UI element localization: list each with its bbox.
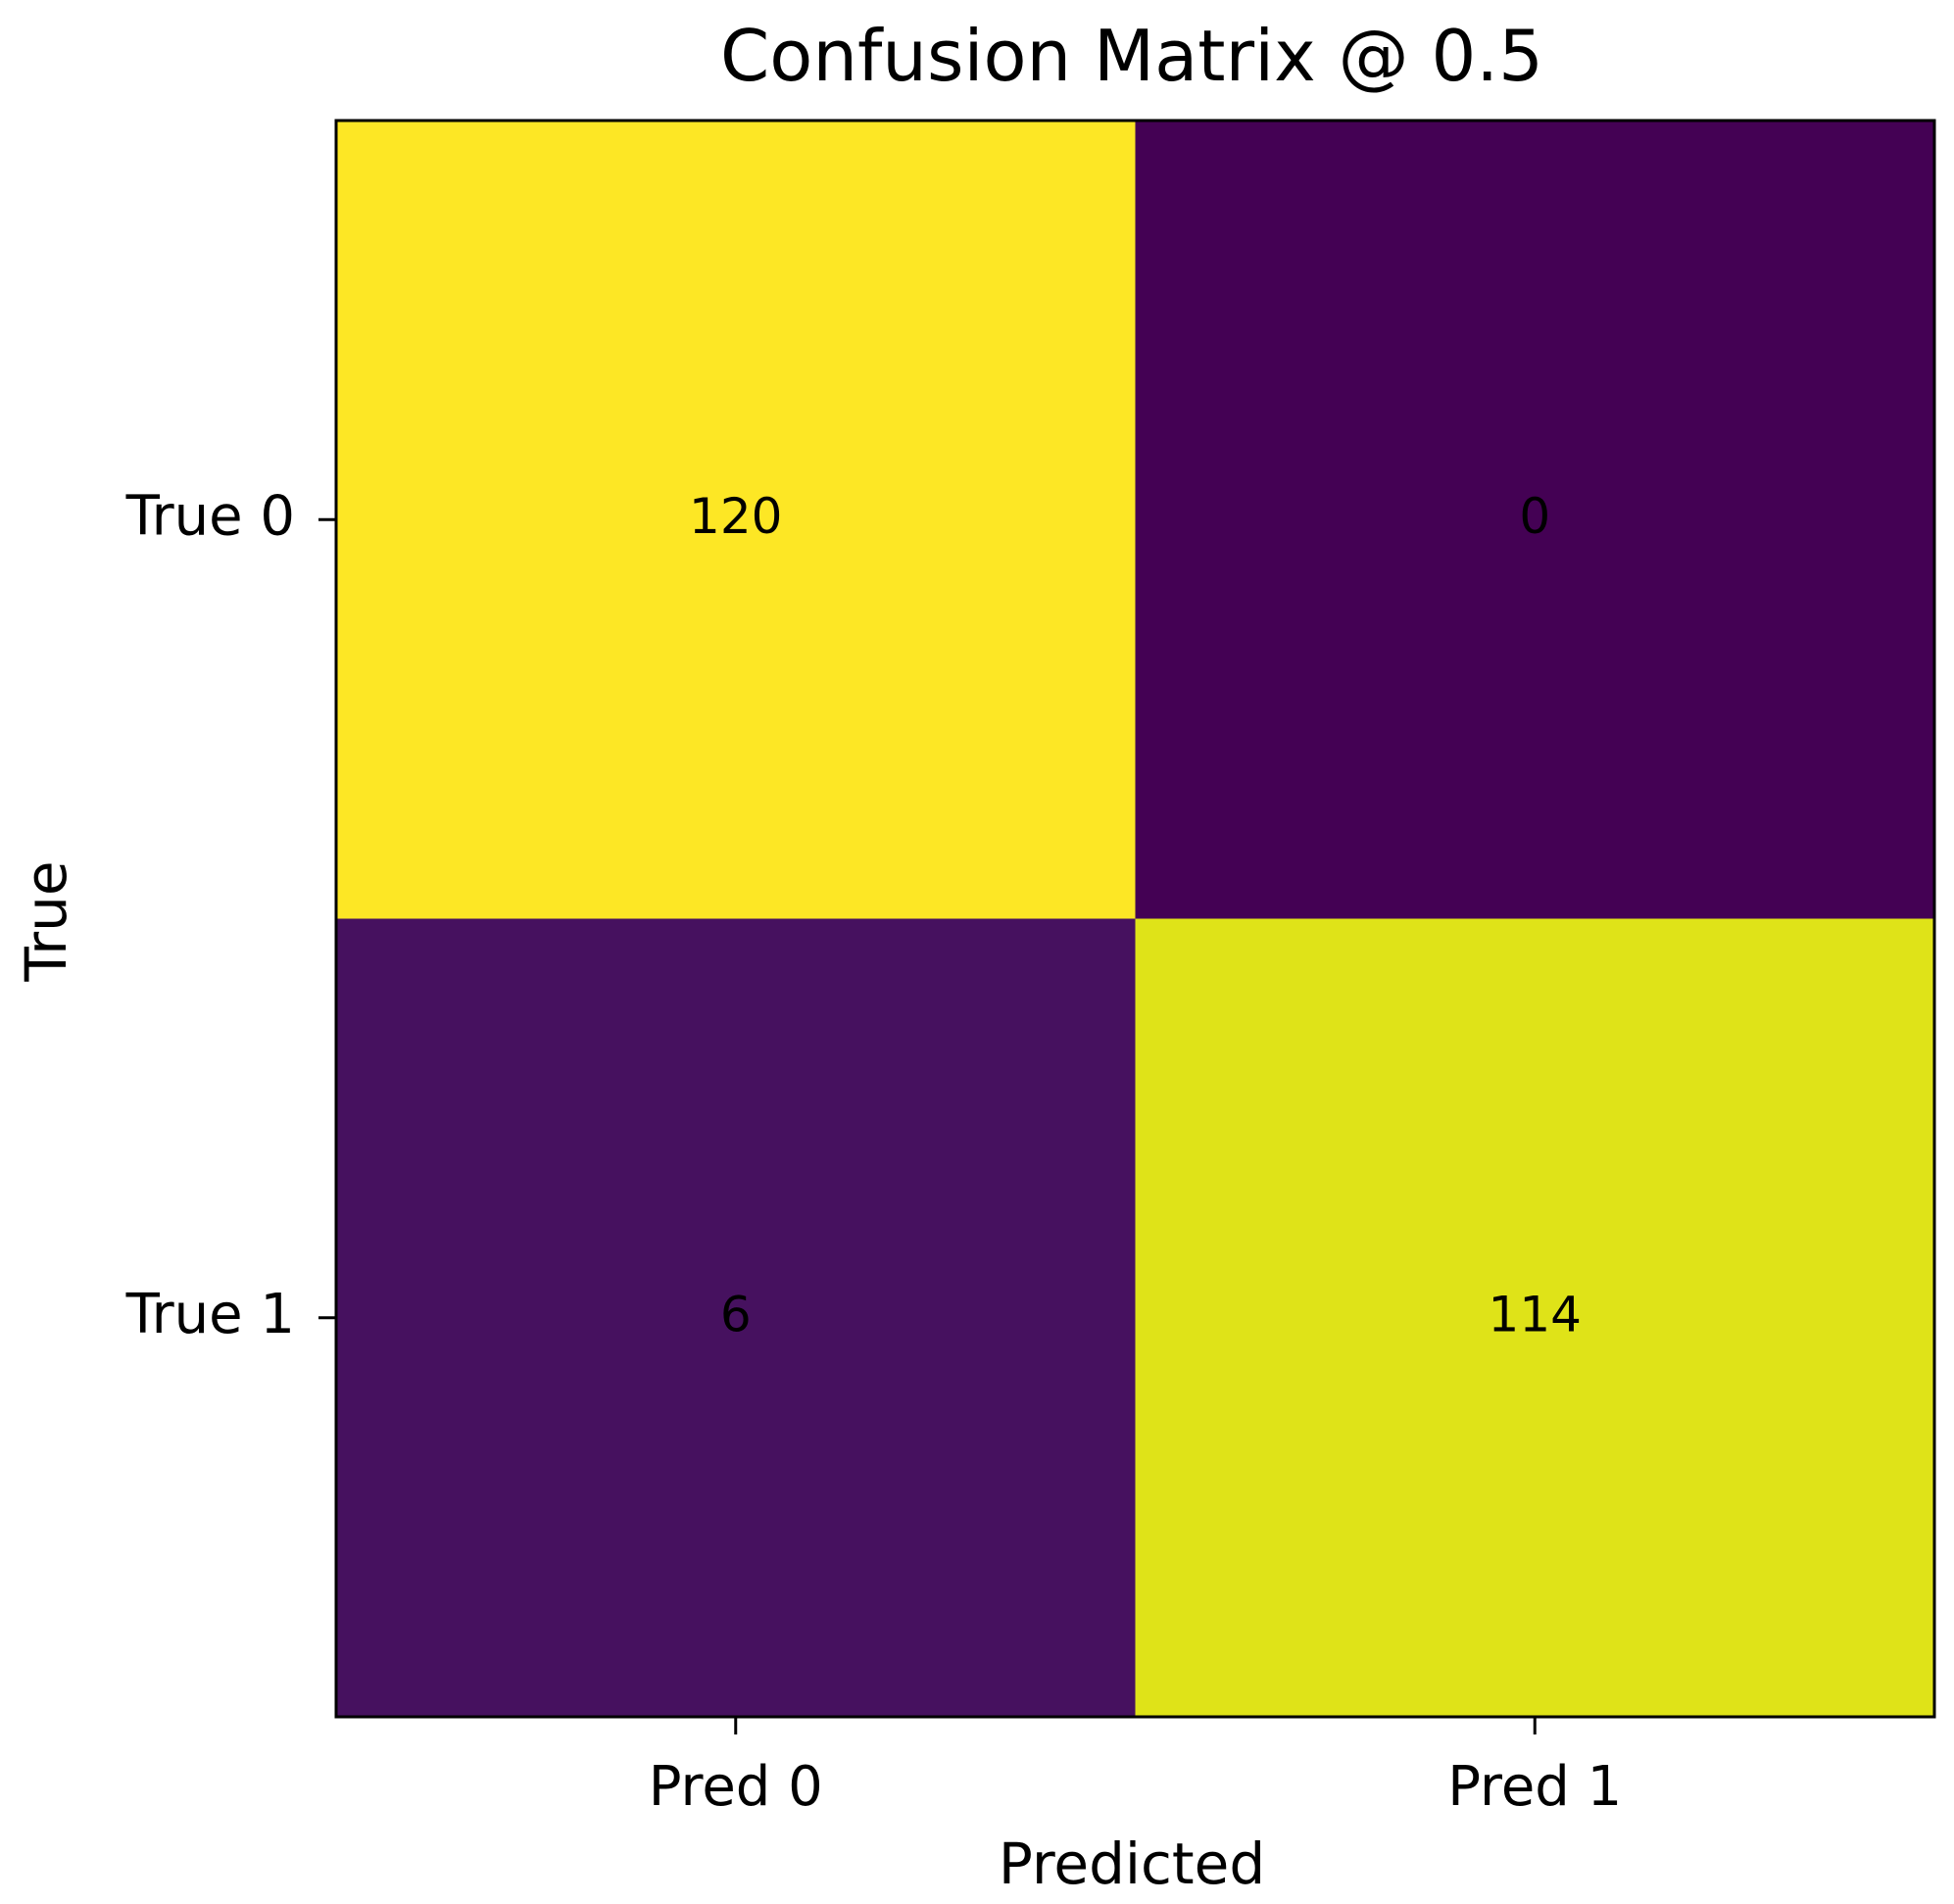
x-axis-label: Predicted xyxy=(999,1831,1265,1897)
heatmap-cells xyxy=(336,121,1934,1717)
y-axis-label: True xyxy=(13,860,79,982)
heatmap-cell-labels: 120 0 6 114 xyxy=(689,488,1582,1343)
cell-value-r0-c1: 0 xyxy=(1519,488,1550,545)
y-tick-label-0: True 0 xyxy=(125,484,295,548)
axis-tick-labels: Pred 0 Pred 1 True 0 True 1 xyxy=(125,484,1623,1819)
axis-ticks xyxy=(318,517,1537,1734)
x-tick-label-1: Pred 1 xyxy=(1447,1755,1622,1819)
heatmap-cell-r0-c0 xyxy=(336,121,1136,919)
y-tick-label-1: True 1 xyxy=(125,1283,295,1346)
heatmap-cell-r1-c1 xyxy=(1135,918,1934,1717)
cell-value-r1-c0: 6 xyxy=(720,1286,752,1343)
x-tick-label-0: Pred 0 xyxy=(649,1755,823,1819)
heatmap-cell-r0-c1 xyxy=(1135,121,1934,919)
cell-value-r1-c1: 114 xyxy=(1489,1286,1582,1343)
heatmap-cell-r1-c0 xyxy=(336,918,1136,1717)
chart-title: Confusion Matrix @ 0.5 xyxy=(720,15,1543,97)
plot-frame xyxy=(334,119,1936,1719)
cell-value-r0-c0: 120 xyxy=(689,488,782,545)
